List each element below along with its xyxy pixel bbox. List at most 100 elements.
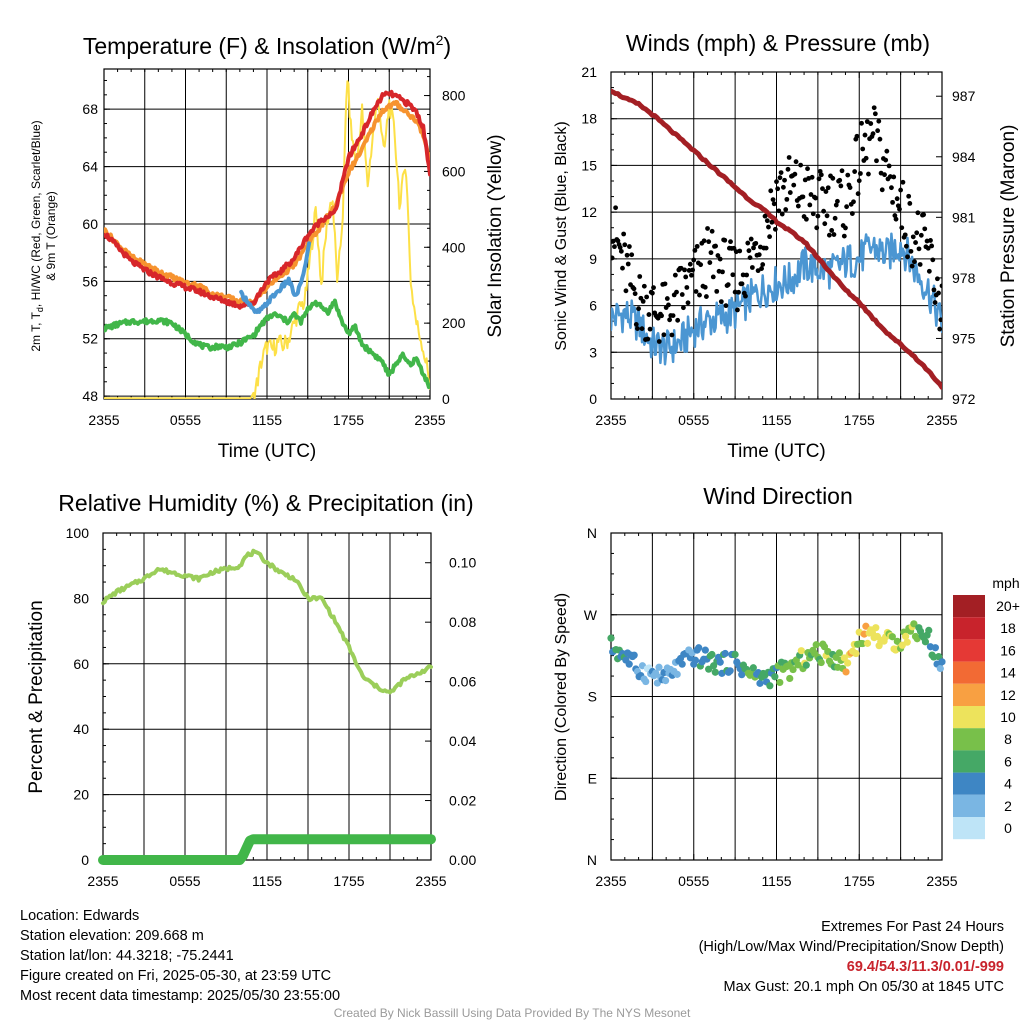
- gust-point: [717, 256, 723, 262]
- gust-point: [870, 131, 876, 137]
- gust-point: [620, 265, 625, 271]
- gust-point: [872, 111, 878, 117]
- gust-point: [921, 212, 927, 218]
- legend-swatch: [953, 706, 985, 729]
- elevation-text: Station elevation: 209.668 m: [20, 928, 204, 944]
- direction-point: [835, 649, 843, 657]
- direction-point: [925, 626, 933, 634]
- direction-point: [842, 668, 850, 676]
- gust-point: [728, 239, 733, 245]
- gust-point: [725, 282, 731, 288]
- direction-point: [872, 624, 880, 632]
- series-line: [104, 298, 430, 390]
- gust-point: [844, 204, 850, 210]
- x-tick-label: 1155: [252, 873, 282, 889]
- gust-point: [639, 326, 645, 332]
- direction-point: [794, 661, 802, 669]
- direction-point: [863, 639, 872, 647]
- gust-point: [661, 332, 667, 338]
- gust-point: [731, 245, 737, 251]
- gust-point: [768, 188, 774, 194]
- gust-point: [862, 132, 868, 138]
- panel-temperature: 2355 0555 1155 1755 2355 Time (UTC) Temperatur…: [29, 32, 506, 462]
- gust-point: [908, 248, 914, 254]
- panel-direction: 2355 0555 1155 1755 2355 Wind Direction N E S W N D…: [553, 483, 958, 889]
- gust-point: [735, 307, 740, 313]
- gust-point: [703, 294, 709, 299]
- gust-point: [821, 208, 827, 214]
- gust-point: [807, 202, 813, 208]
- gust-point: [855, 191, 861, 197]
- gust-point: [687, 261, 693, 267]
- y-axis-label-part: 2m T, T: [29, 311, 43, 351]
- x-tick-label: 2355: [595, 873, 626, 889]
- gust-point: [644, 294, 650, 300]
- gust-point: [646, 312, 652, 317]
- legend-swatch: [953, 772, 985, 795]
- direction-point: [652, 669, 660, 677]
- extremes-subtitle: (High/Low/Max Wind/Precipitation/Snow De…: [698, 939, 1004, 955]
- gust-point: [737, 248, 743, 254]
- direction-point: [673, 670, 681, 678]
- direction-point: [840, 654, 848, 662]
- gust-point: [931, 287, 937, 293]
- gust-point: [623, 288, 629, 294]
- legend-label: 20+: [996, 598, 1020, 614]
- y-tick-label: 3: [589, 344, 597, 360]
- gust-point: [745, 240, 751, 246]
- gust-point: [837, 177, 843, 183]
- y-tick-label: 12: [581, 204, 597, 220]
- gust-point: [772, 226, 778, 232]
- gust-point: [930, 257, 936, 263]
- chart-title-superscript: 2: [436, 32, 444, 48]
- gust-point: [871, 105, 877, 111]
- gust-point: [824, 213, 830, 219]
- gust-point: [753, 240, 759, 246]
- gust-point: [759, 266, 764, 271]
- y-axis-label: 2m T, Td, HI/WC (Red, Green, Scarlet/Blu…: [29, 120, 45, 351]
- legend-swatch: [953, 661, 985, 684]
- legend-label: 14: [1000, 665, 1016, 681]
- gust-point: [780, 184, 786, 190]
- extremes-info: Extremes For Past 24 Hours (High/Low/Max…: [699, 917, 1004, 997]
- gust-point: [641, 283, 647, 289]
- extremes-values: 69.4/54.3/11.3/0.01/-999: [846, 959, 1004, 975]
- gust-point: [928, 238, 933, 243]
- gust-point: [693, 289, 699, 294]
- legend-swatch: [953, 617, 985, 640]
- gust-point: [697, 292, 702, 298]
- direction-point: [731, 650, 739, 659]
- gust-point: [893, 216, 899, 222]
- x-tick-label: 1755: [844, 873, 875, 889]
- gust-point: [822, 221, 828, 227]
- y2-tick-label: 0.08: [449, 614, 476, 630]
- gust-point: [667, 317, 673, 323]
- legend-swatch: [953, 817, 985, 840]
- gust-point: [805, 166, 810, 172]
- gust-point: [681, 305, 686, 311]
- pressure-series-line: [611, 88, 942, 390]
- gust-point: [629, 252, 635, 258]
- direction-point: [756, 679, 764, 687]
- gust-point: [894, 196, 900, 202]
- gust-point: [820, 186, 825, 192]
- gust-point: [932, 300, 938, 305]
- direction-point: [607, 634, 615, 642]
- direction-point: [789, 665, 797, 674]
- gust-point: [626, 244, 632, 249]
- legend-label: 8: [1004, 731, 1012, 747]
- gust-point: [662, 281, 668, 287]
- gust-point: [666, 302, 671, 308]
- gust-point: [689, 272, 694, 278]
- chart-title-main: Temperature (F) & Insolation (W/m: [83, 33, 436, 59]
- gust-point: [751, 245, 756, 251]
- gust-point: [937, 326, 942, 332]
- y-tick-label: 68: [82, 101, 98, 117]
- gust-point: [736, 289, 741, 295]
- gust-point: [910, 234, 916, 240]
- gust-point: [879, 187, 885, 193]
- x-tick-label: 2355: [595, 412, 626, 428]
- direction-point: [625, 660, 633, 668]
- y-tick-label: 60: [73, 656, 89, 672]
